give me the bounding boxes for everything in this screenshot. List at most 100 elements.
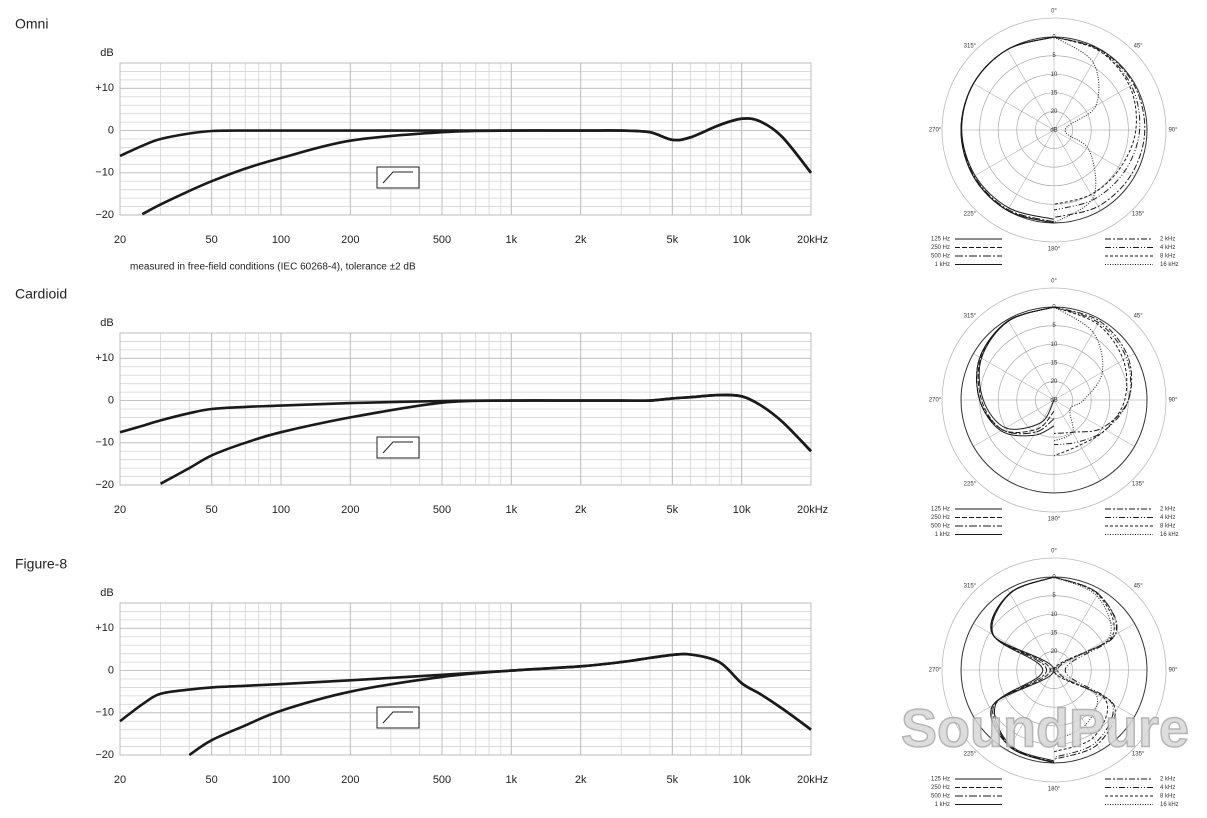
chart-title: Figure-8 bbox=[15, 556, 67, 572]
ring-label: 10 bbox=[1051, 612, 1058, 618]
legend-label: 125 Hz bbox=[931, 507, 950, 513]
ring-label: dB bbox=[1050, 128, 1057, 134]
polar-curve bbox=[1053, 36, 1137, 205]
x-tick-label: 100 bbox=[272, 234, 290, 246]
chart-title: Cardioid bbox=[15, 286, 67, 302]
x-tick-label: 20kHz bbox=[797, 234, 828, 246]
legend-label: 16 kHz bbox=[1160, 262, 1179, 268]
polar-curve bbox=[1053, 576, 1112, 742]
polar-curve bbox=[1053, 36, 1100, 224]
y-tick-label: −20 bbox=[95, 209, 114, 221]
angle-label: 0° bbox=[1051, 279, 1057, 285]
legend-label: 4 kHz bbox=[1160, 785, 1175, 791]
spoke bbox=[973, 129, 1055, 177]
angle-label: 270° bbox=[929, 398, 942, 404]
polar-curve bbox=[976, 306, 1055, 437]
legend-label: 125 Hz bbox=[931, 237, 950, 243]
polar-curve bbox=[1053, 576, 1118, 760]
y-tick-label: 0 bbox=[108, 124, 114, 136]
angle-label: 225° bbox=[964, 212, 977, 218]
filter-icon-curve bbox=[382, 171, 413, 184]
ring bbox=[1016, 92, 1092, 168]
spoke bbox=[1007, 319, 1055, 401]
response-curve bbox=[159, 393, 812, 485]
x-tick-label: 20kHz bbox=[797, 774, 828, 786]
legend-label: 1 kHz bbox=[935, 802, 950, 808]
x-tick-label: 20 bbox=[114, 774, 126, 786]
angle-label: 135° bbox=[1132, 212, 1145, 218]
angle-label: 315° bbox=[964, 313, 977, 319]
legend-label: 2 kHz bbox=[1160, 237, 1175, 243]
outer-ring bbox=[941, 557, 1167, 783]
spoke bbox=[1053, 669, 1101, 751]
legend-label: 250 Hz bbox=[931, 785, 950, 791]
ring bbox=[1035, 111, 1073, 149]
ring bbox=[997, 73, 1111, 187]
ring bbox=[1016, 362, 1092, 438]
response-curve bbox=[188, 652, 812, 757]
x-tick-label: 5k bbox=[667, 234, 679, 246]
angle-label: 315° bbox=[964, 43, 977, 49]
legend-label: 125 Hz bbox=[931, 777, 950, 783]
legend-label: 500 Hz bbox=[931, 254, 950, 260]
y-axis-label: dB bbox=[100, 587, 113, 599]
legend-label: 8 kHz bbox=[1160, 254, 1175, 260]
plot-area bbox=[119, 62, 812, 216]
x-tick-label: 10k bbox=[733, 504, 751, 516]
watermark: SoundPure bbox=[901, 698, 1189, 758]
y-axis-label: dB bbox=[100, 47, 113, 59]
x-tick-label: 50 bbox=[206, 504, 218, 516]
x-tick-label: 50 bbox=[206, 234, 218, 246]
angle-label: 270° bbox=[929, 128, 942, 134]
plot-frame bbox=[119, 332, 812, 486]
ring-label: 5 bbox=[1052, 593, 1056, 599]
spoke bbox=[1053, 399, 1135, 447]
legend-label: 1 kHz bbox=[935, 532, 950, 538]
x-tick-label: 50 bbox=[206, 774, 218, 786]
legend-label: 500 Hz bbox=[931, 794, 950, 800]
y-tick-label: −20 bbox=[95, 749, 114, 761]
angle-label: 180° bbox=[1048, 787, 1061, 793]
legend-label: 2 kHz bbox=[1160, 507, 1175, 513]
filter-icon bbox=[376, 706, 420, 729]
legend-label: 4 kHz bbox=[1160, 245, 1175, 251]
polar-curve bbox=[1053, 306, 1132, 446]
spoke bbox=[1053, 319, 1101, 401]
ring-label: 10 bbox=[1051, 342, 1058, 348]
y-tick-label: −10 bbox=[95, 707, 114, 719]
y-tick-label: +10 bbox=[95, 82, 114, 94]
angle-label: 225° bbox=[964, 752, 977, 758]
spoke bbox=[973, 83, 1055, 131]
x-tick-label: 20 bbox=[114, 504, 126, 516]
plot-area bbox=[119, 602, 812, 756]
y-tick-label: 0 bbox=[108, 394, 114, 406]
outer-ring bbox=[941, 17, 1167, 243]
legend-label: 2 kHz bbox=[1160, 777, 1175, 783]
x-tick-label: 200 bbox=[341, 504, 359, 516]
spoke bbox=[1007, 129, 1055, 211]
x-tick-label: 500 bbox=[433, 504, 451, 516]
x-tick-label: 500 bbox=[433, 234, 451, 246]
angle-label: 270° bbox=[929, 668, 942, 674]
polar-curve bbox=[1053, 36, 1146, 218]
legend-label: 250 Hz bbox=[931, 245, 950, 251]
spoke bbox=[1053, 399, 1101, 481]
ring-label: 5 bbox=[1052, 323, 1056, 329]
ring bbox=[997, 343, 1111, 457]
polar-curve bbox=[978, 306, 1055, 430]
ring-label: 15 bbox=[1051, 630, 1058, 636]
x-tick-label: 200 bbox=[341, 234, 359, 246]
angle-label: 135° bbox=[1132, 482, 1145, 488]
spoke bbox=[1053, 129, 1135, 177]
y-tick-label: +10 bbox=[95, 352, 114, 364]
spoke bbox=[973, 353, 1055, 401]
legend-label: 250 Hz bbox=[931, 515, 950, 521]
spoke bbox=[1053, 83, 1135, 131]
legend-label: 8 kHz bbox=[1160, 794, 1175, 800]
filter-icon bbox=[376, 436, 420, 459]
angle-label: 315° bbox=[964, 583, 977, 589]
polar-curve bbox=[1053, 306, 1128, 457]
x-tick-label: 1k bbox=[506, 234, 518, 246]
note: measured in free-field conditions (IEC 6… bbox=[130, 262, 416, 273]
ring-label: 5 bbox=[1052, 53, 1056, 59]
